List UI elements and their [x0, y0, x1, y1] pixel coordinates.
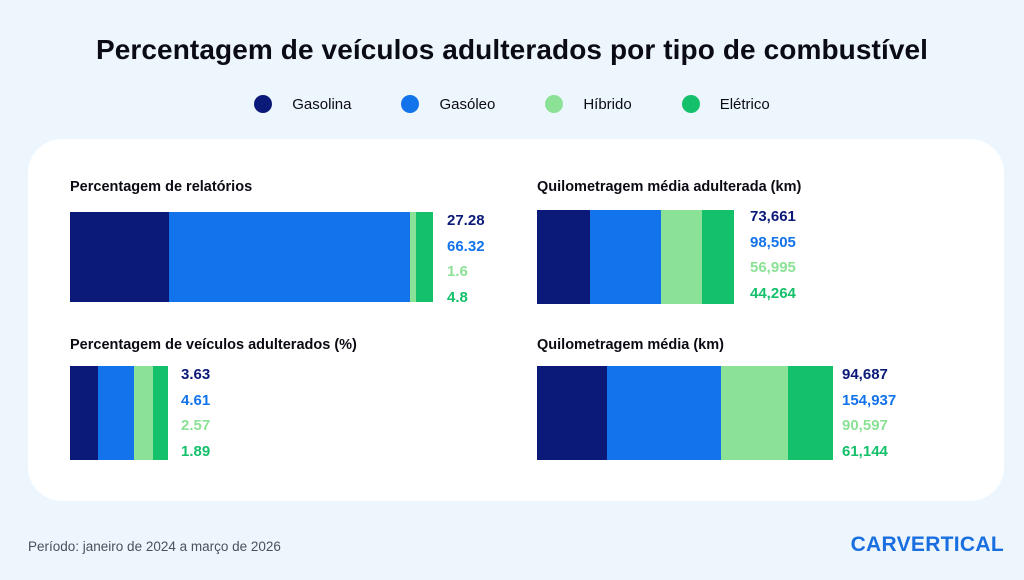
period-note: Período: janeiro de 2024 a março de 2026 — [28, 539, 281, 554]
bar-segment-eletrico — [415, 212, 433, 302]
data-label-hibrido: 56,995 — [750, 259, 796, 276]
bar-segment-gasolina — [70, 366, 98, 460]
bar-segment-hibrido — [661, 210, 703, 304]
panel-title-relatorios: Percentagem de relatórios — [70, 179, 253, 195]
stacked-bar-km-media — [537, 366, 833, 460]
bar-segment-eletrico — [702, 210, 734, 304]
legend-item-gasoleo: Gasóleo — [401, 95, 495, 113]
data-label-gasoleo: 66.32 — [447, 237, 485, 255]
bar-segment-hibrido — [409, 212, 416, 302]
panel-title-veiculos-adulterados: Percentagem de veículos adulterados (%) — [70, 337, 357, 353]
bar-segment-gasoleo — [169, 212, 410, 302]
charts-card: Percentagem de relatórios 27.28 66.32 1.6 4… — [28, 139, 1004, 501]
data-label-gasolina: 94,687 — [842, 366, 888, 383]
legend-label-gasolina: Gasolina — [292, 95, 352, 113]
data-label-gasolina: 27.28 — [447, 212, 485, 229]
data-label-gasoleo: 98,505 — [750, 233, 796, 251]
data-label-gasoleo: 154,937 — [842, 391, 897, 409]
legend-item-hibrido: Híbrido — [545, 95, 632, 113]
bar-segment-gasolina — [70, 212, 170, 302]
bar-segment-hibrido — [133, 366, 154, 460]
bar-segment-gasoleo — [606, 366, 722, 460]
data-label-hibrido: 1.6 — [447, 263, 468, 280]
data-label-hibrido: 2.57 — [181, 417, 211, 434]
bar-segment-gasolina — [537, 366, 607, 460]
data-label-gasolina: 3.63 — [181, 366, 211, 383]
carvertical-logo: CARVERTICAL — [850, 533, 1004, 556]
legend: Gasolina Gasóleo Híbrido Elétrico — [0, 95, 1024, 113]
legend-swatch-hibrido — [545, 95, 564, 113]
data-label-gasoleo: 4.61 — [181, 391, 211, 409]
chart-title: Percentagem de veículos adulterados por … — [95, 34, 929, 65]
legend-label-hibrido: Híbrido — [583, 95, 632, 113]
bar-segment-gasolina — [537, 210, 591, 304]
legend-swatch-eletrico — [681, 95, 700, 113]
legend-item-gasolina: Gasolina — [254, 95, 351, 113]
bar-segment-gasoleo — [590, 210, 662, 304]
legend-swatch-gasoleo — [401, 95, 420, 113]
data-label-eletrico: 61,144 — [842, 442, 888, 460]
bar-segment-hibrido — [721, 366, 788, 460]
data-label-eletrico: 44,264 — [750, 284, 796, 302]
bar-segment-eletrico — [153, 366, 168, 460]
bar-segment-eletrico — [787, 366, 833, 460]
data-label-gasolina: 73,661 — [750, 208, 796, 225]
panel-title-km-adulterada: Quilometragem média adulterada (km) — [537, 179, 802, 195]
stacked-bar-relatorios — [70, 212, 433, 302]
legend-swatch-gasolina — [254, 95, 273, 113]
data-label-eletrico: 1.89 — [181, 442, 211, 460]
bar-segment-gasoleo — [98, 366, 134, 460]
stacked-bar-veiculos-adulterados — [70, 366, 168, 460]
legend-item-eletrico: Elétrico — [681, 95, 770, 113]
data-label-eletrico: 4.8 — [447, 288, 468, 306]
legend-label-gasoleo: Gasóleo — [439, 95, 496, 113]
stacked-bar-km-adulterada — [537, 210, 734, 304]
panel-title-km-media: Quilometragem média (km) — [537, 337, 724, 353]
data-label-hibrido: 90,597 — [842, 417, 888, 434]
legend-label-eletrico: Elétrico — [719, 95, 770, 113]
